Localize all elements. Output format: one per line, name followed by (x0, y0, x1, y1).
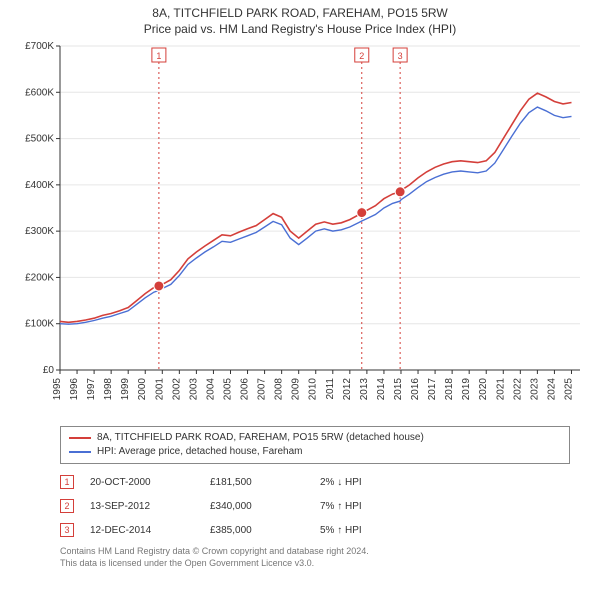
x-tick-label: 1999 (120, 378, 131, 401)
chart-svg: £0 £100K £200K £300K £400K £500K £600K £700K 199… (10, 40, 590, 420)
event-marker-number: 2 (359, 51, 364, 61)
event-marker-number: 3 (398, 51, 403, 61)
y-tick-label: £700K (25, 41, 54, 52)
sale-date: 12-DEC-2014 (90, 525, 210, 536)
x-tick-label: 2002 (171, 378, 182, 401)
x-tick-label: 2019 (461, 378, 472, 401)
page-subtitle: Price paid vs. HM Land Registry's House … (10, 22, 590, 36)
footer-line-1: Contains HM Land Registry data © Crown c… (60, 546, 570, 558)
x-tick-label: 2001 (154, 378, 165, 401)
x-tick-label: 1996 (69, 378, 80, 401)
x-tick-label: 2021 (495, 378, 506, 401)
legend-item: 8A, TITCHFIELD PARK ROAD, FAREHAM, PO15 … (69, 431, 561, 445)
y-tick-label: £200K (25, 272, 54, 283)
sale-hpi-delta: 2% ↓ HPI (320, 477, 460, 488)
x-tick-label: 2000 (137, 378, 148, 401)
legend-label: HPI: Average price, detached house, Fare… (97, 445, 303, 459)
x-tick-label: 2025 (563, 378, 574, 401)
table-row: 3 12-DEC-2014£385,0005% ↑ HPI (60, 518, 570, 542)
table-row: 1 20-OCT-2000£181,5002% ↓ HPI (60, 470, 570, 494)
legend-box: 8A, TITCHFIELD PARK ROAD, FAREHAM, PO15 … (60, 426, 570, 464)
y-tick-label: £300K (25, 226, 54, 237)
y-tick-label: £100K (25, 319, 54, 330)
table-row: 2 13-SEP-2012£340,0007% ↑ HPI (60, 494, 570, 518)
x-tick-label: 2014 (376, 378, 387, 401)
x-tick-label: 1997 (86, 378, 97, 401)
sale-date: 20-OCT-2000 (90, 477, 210, 488)
event-marker-number: 1 (156, 51, 161, 61)
sale-marker-icon: 2 (60, 499, 74, 513)
x-tick-label: 2010 (308, 378, 319, 401)
sale-marker-icon: 3 (60, 523, 74, 537)
x-tick-label: 2007 (257, 378, 268, 401)
sales-table: 1 20-OCT-2000£181,5002% ↓ HPI 2 13-SEP-2012… (60, 470, 570, 542)
price-chart: £0 £100K £200K £300K £400K £500K £600K £700K 199… (10, 40, 590, 420)
legend-swatch-icon (69, 437, 91, 439)
x-tick-label: 2011 (325, 378, 336, 400)
sale-date: 13-SEP-2012 (90, 501, 210, 512)
x-tick-label: 2005 (222, 378, 233, 401)
x-tick-label: 2017 (427, 378, 438, 401)
x-tick-label: 2018 (444, 378, 455, 401)
sale-hpi-delta: 5% ↑ HPI (320, 525, 460, 536)
footer-attribution: Contains HM Land Registry data © Crown c… (60, 546, 570, 569)
x-tick-label: 1995 (52, 378, 63, 401)
x-tick-label: 2022 (512, 378, 523, 401)
y-tick-label: £500K (25, 134, 54, 145)
x-tick-label: 2008 (274, 378, 285, 401)
sale-point-icon (357, 208, 367, 218)
y-tick-label: £400K (25, 180, 54, 191)
page-title: 8A, TITCHFIELD PARK ROAD, FAREHAM, PO15 … (10, 6, 590, 20)
x-tick-label: 2012 (342, 378, 353, 401)
y-tick-label: £0 (43, 365, 55, 376)
sale-price: £181,500 (210, 477, 320, 488)
sale-point-icon (395, 187, 405, 197)
x-tick-label: 2023 (529, 378, 540, 401)
x-tick-label: 2024 (546, 378, 557, 401)
sale-marker-icon: 1 (60, 475, 74, 489)
x-tick-label: 2015 (393, 378, 404, 401)
x-tick-label: 2006 (240, 378, 251, 401)
x-tick-label: 2003 (188, 378, 199, 401)
x-tick-label: 2004 (205, 378, 216, 401)
chart-container: 8A, TITCHFIELD PARK ROAD, FAREHAM, PO15 … (0, 0, 600, 590)
sale-hpi-delta: 7% ↑ HPI (320, 501, 460, 512)
x-tick-label: 2020 (478, 378, 489, 401)
x-tick-label: 2009 (291, 378, 302, 401)
legend-item: HPI: Average price, detached house, Fare… (69, 445, 561, 459)
x-tick-label: 1998 (103, 378, 114, 401)
x-tick-label: 2016 (410, 378, 421, 401)
legend-swatch-icon (69, 451, 91, 453)
x-tick-label: 2013 (359, 378, 370, 401)
footer-line-2: This data is licensed under the Open Gov… (60, 558, 570, 570)
legend-label: 8A, TITCHFIELD PARK ROAD, FAREHAM, PO15 … (97, 431, 424, 445)
sale-point-icon (154, 281, 164, 291)
sale-price: £340,000 (210, 501, 320, 512)
sale-price: £385,000 (210, 525, 320, 536)
y-tick-label: £600K (25, 87, 54, 98)
